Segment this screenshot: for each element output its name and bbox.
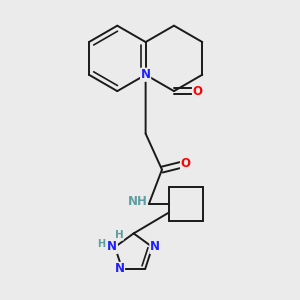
- Text: N: N: [115, 262, 124, 275]
- Text: N: N: [107, 241, 117, 254]
- Text: N: N: [150, 241, 160, 254]
- Text: N: N: [141, 68, 151, 81]
- Text: H: H: [97, 239, 105, 249]
- Text: O: O: [181, 157, 190, 170]
- Text: H: H: [115, 230, 123, 240]
- Text: NH: NH: [128, 195, 147, 208]
- Text: O: O: [193, 85, 202, 98]
